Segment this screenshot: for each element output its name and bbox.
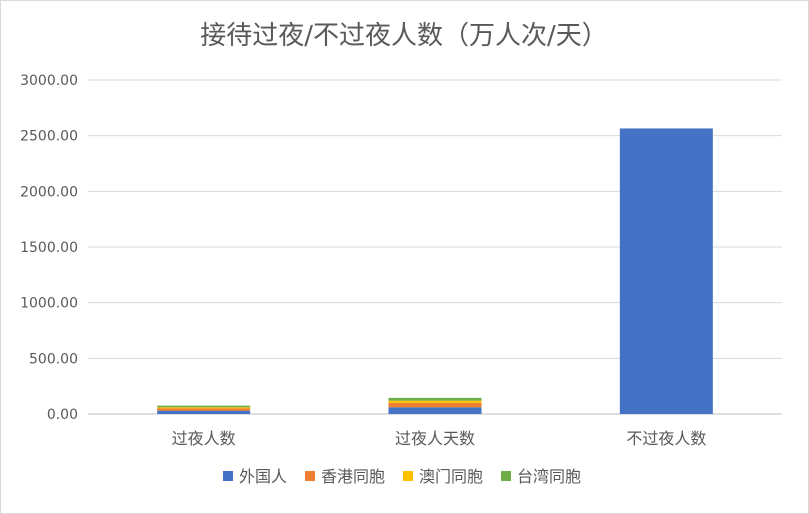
- legend-item: 澳门同胞: [403, 467, 483, 486]
- bar-segment: [388, 400, 482, 403]
- legend-swatch: [501, 471, 511, 481]
- x-category-label: 不过夜人数: [626, 429, 706, 448]
- bar-segment: [157, 405, 251, 408]
- y-tick-label: 2500.00: [20, 129, 78, 145]
- x-category-label: 过夜人数: [172, 429, 236, 448]
- legend-item: 台湾同胞: [501, 467, 581, 486]
- legend-swatch: [403, 471, 413, 481]
- y-axis: 0.00 500.00 1000.00 1500.00 2000.00 2500.00 30…: [20, 73, 78, 423]
- x-category-label: 过夜人天数: [395, 429, 475, 448]
- bar-segment: [388, 397, 482, 401]
- bar-segment: [157, 408, 251, 411]
- y-tick-label: 1500.00: [20, 240, 78, 256]
- legend-label: 外国人: [239, 467, 287, 486]
- y-tick-label: 1000.00: [20, 296, 78, 312]
- bar-segment: [157, 407, 251, 409]
- y-tick-label: 0.00: [47, 407, 78, 423]
- legend-swatch: [223, 471, 233, 481]
- chart-title: 接待过夜/不过夜人数（万人次/天）: [200, 21, 608, 51]
- legend-label: 台湾同胞: [517, 467, 581, 486]
- y-tick-label: 2000.00: [20, 184, 78, 200]
- legend-label: 香港同胞: [321, 467, 385, 486]
- legend-swatch: [305, 471, 315, 481]
- bars: [157, 128, 713, 414]
- legend-label: 澳门同胞: [419, 467, 483, 486]
- legend-item: 香港同胞: [305, 467, 385, 486]
- x-axis: 过夜人数 过夜人天数 不过夜人数: [172, 429, 707, 448]
- y-tick-label: 500.00: [29, 351, 78, 367]
- bar-segment: [388, 407, 482, 414]
- legend-item: 外国人: [223, 467, 287, 486]
- legend: 外国人 香港同胞 澳门同胞 台湾同胞: [223, 467, 581, 486]
- bar-segment: [619, 128, 713, 414]
- bar-segment: [157, 410, 251, 414]
- y-tick-label: 3000.00: [20, 73, 78, 89]
- bar-segment: [388, 402, 482, 408]
